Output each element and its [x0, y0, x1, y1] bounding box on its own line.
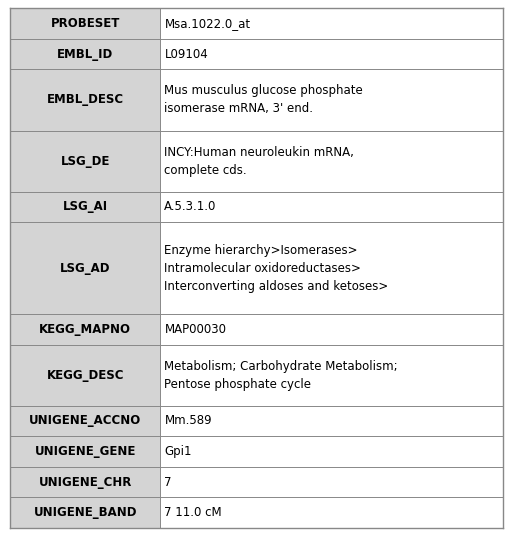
Text: KEGG_MAPNO: KEGG_MAPNO: [40, 323, 131, 336]
Text: LSG_AD: LSG_AD: [60, 262, 111, 274]
Bar: [10, 314, 161, 344]
Text: Gpi1: Gpi1: [164, 445, 192, 458]
Bar: [161, 222, 503, 314]
Bar: [10, 467, 161, 497]
Bar: [10, 130, 161, 192]
Bar: [161, 69, 503, 130]
Text: isomerase mRNA, 3' end.: isomerase mRNA, 3' end.: [164, 102, 313, 116]
Text: UNIGENE_ACCNO: UNIGENE_ACCNO: [29, 415, 142, 427]
Text: Mm.589: Mm.589: [164, 415, 212, 427]
Bar: [161, 497, 503, 528]
Text: KEGG_DESC: KEGG_DESC: [47, 368, 124, 382]
Bar: [10, 497, 161, 528]
Bar: [161, 436, 503, 467]
Text: Pentose phosphate cycle: Pentose phosphate cycle: [164, 378, 311, 390]
Text: Intramolecular oxidoreductases>: Intramolecular oxidoreductases>: [164, 262, 361, 274]
Text: A.5.3.1.0: A.5.3.1.0: [164, 201, 217, 213]
Bar: [161, 8, 503, 39]
Text: UNIGENE_CHR: UNIGENE_CHR: [38, 476, 132, 488]
Text: Interconverting aldoses and ketoses>: Interconverting aldoses and ketoses>: [164, 280, 389, 293]
Text: Metabolism; Carbohydrate Metabolism;: Metabolism; Carbohydrate Metabolism;: [164, 360, 398, 372]
Text: Enzyme hierarchy>Isomerases>: Enzyme hierarchy>Isomerases>: [164, 244, 358, 256]
Bar: [10, 222, 161, 314]
Text: PROBESET: PROBESET: [51, 17, 120, 30]
Text: EMBL_DESC: EMBL_DESC: [47, 94, 124, 107]
Bar: [161, 130, 503, 192]
Text: UNIGENE_BAND: UNIGENE_BAND: [34, 506, 137, 519]
Text: LSG_DE: LSG_DE: [61, 155, 110, 168]
Text: 7 11.0 cM: 7 11.0 cM: [164, 506, 222, 519]
Bar: [161, 39, 503, 69]
Text: INCY:Human neuroleukin mRNA,: INCY:Human neuroleukin mRNA,: [164, 146, 354, 158]
Text: Msa.1022.0_at: Msa.1022.0_at: [164, 17, 250, 30]
Text: complete cds.: complete cds.: [164, 164, 247, 177]
Bar: [161, 314, 503, 344]
Text: L09104: L09104: [164, 48, 208, 60]
Bar: [10, 8, 161, 39]
Text: EMBL_ID: EMBL_ID: [57, 48, 113, 60]
Text: 7: 7: [164, 476, 172, 488]
Bar: [161, 467, 503, 497]
Bar: [10, 344, 161, 406]
Bar: [161, 344, 503, 406]
Bar: [161, 406, 503, 436]
Text: MAP00030: MAP00030: [164, 323, 226, 336]
Text: LSG_AI: LSG_AI: [63, 201, 108, 213]
Text: Mus musculus glucose phosphate: Mus musculus glucose phosphate: [164, 85, 363, 97]
Text: UNIGENE_GENE: UNIGENE_GENE: [35, 445, 136, 458]
Bar: [10, 69, 161, 130]
Bar: [10, 39, 161, 69]
Bar: [10, 406, 161, 436]
Bar: [161, 192, 503, 222]
Bar: [10, 192, 161, 222]
Bar: [10, 436, 161, 467]
